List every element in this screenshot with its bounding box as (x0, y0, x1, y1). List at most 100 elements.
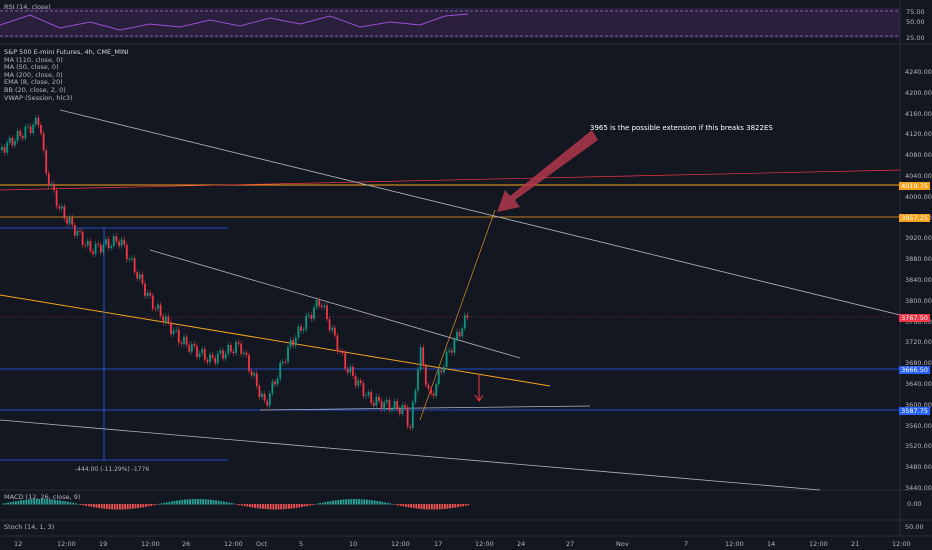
macd-bar (103, 504, 106, 509)
candle-body (154, 308, 157, 310)
price-axis-label: 4000.00 (905, 192, 932, 201)
candle-body (458, 331, 461, 337)
candle-body (336, 335, 339, 352)
macd-bar (428, 504, 431, 510)
macd-bar (353, 499, 355, 505)
candle-body (58, 206, 61, 209)
time-axis-label: 12:00 (391, 540, 410, 548)
candle-body (456, 331, 458, 340)
macd-bar (67, 501, 69, 505)
trend-line (0, 294, 551, 387)
macd-bar (28, 499, 30, 505)
macd-bar (446, 504, 449, 509)
macd-bar (223, 501, 225, 505)
macd-bar (384, 502, 386, 505)
candle-body (323, 305, 326, 308)
macd-bar (145, 504, 147, 507)
price-axis-label: 4240.00 (905, 68, 932, 76)
macd-bar (116, 504, 119, 510)
candle-body (94, 243, 97, 255)
legend-title: S&P 500 E-mini Futures, 4h, CME_MINI (4, 48, 129, 56)
time-axis-label: 17 (434, 540, 443, 548)
candle-body (362, 383, 365, 397)
macd-bar (238, 504, 241, 506)
candle-body (463, 315, 466, 329)
time-axis-label: 27 (566, 540, 575, 548)
macd-bar (392, 503, 394, 505)
candle-body (344, 353, 347, 369)
candle-body (149, 292, 152, 296)
candle-body (76, 231, 79, 236)
macd-bar (402, 504, 405, 507)
macd-bar (194, 499, 197, 505)
macd-bar (340, 499, 342, 505)
candle-body (320, 305, 323, 308)
macd-bar (277, 504, 280, 510)
time-axis-label: 10 (349, 540, 358, 548)
candle-body (177, 329, 180, 343)
candle-body (248, 355, 250, 371)
macd-bar (397, 504, 399, 506)
macd-bar (199, 499, 202, 505)
price-axis-label: 3800.00 (905, 296, 932, 305)
rsi-label: RSI (14, close) (4, 3, 51, 11)
macd-bar (371, 500, 373, 505)
macd-bar (415, 504, 418, 509)
time-axis-label: 12:00 (57, 540, 76, 548)
macd-bar (46, 499, 48, 505)
candle-body (84, 245, 87, 246)
macd-bar (314, 504, 316, 505)
macd-bar (399, 504, 402, 506)
candle-body (427, 384, 430, 389)
legend-item: VWAP (Session, hlc3) (4, 93, 73, 102)
macd-bar (433, 504, 436, 510)
candle-body (375, 396, 378, 406)
macd-bar (373, 500, 376, 505)
candle-body (45, 150, 48, 174)
macd-bar (15, 501, 17, 505)
candle-body (435, 384, 438, 396)
stoch-label: Stoch (14, 1, 3) (4, 523, 55, 531)
candle-body (110, 246, 113, 248)
macd-bar (295, 504, 298, 508)
macd-bar (22, 500, 25, 505)
candle-body (8, 137, 11, 143)
macd-bar (301, 504, 303, 508)
annotation-arrow (497, 130, 598, 212)
macd-bar (233, 503, 236, 505)
macd-bar (316, 503, 319, 505)
candle-body (11, 137, 14, 146)
macd-bar (464, 504, 467, 506)
candle-body (326, 305, 328, 320)
macd-bar (41, 499, 43, 505)
macd-bar (298, 504, 301, 508)
candle-body (437, 370, 440, 385)
candle-body (450, 350, 453, 353)
price-axis-label: 4120.00 (905, 130, 932, 139)
candle-body (29, 126, 32, 133)
candle-body (159, 304, 162, 316)
time-axis-label: 12:00 (141, 540, 160, 548)
macd-label: MACD (12, 26, close, 9) (4, 493, 81, 501)
candle-body (37, 117, 40, 126)
candle-body (214, 357, 217, 364)
macd-bar (173, 500, 176, 505)
candle-body (27, 126, 29, 128)
candle-body (237, 342, 240, 344)
macd-bar (72, 502, 74, 505)
trend-line (259, 405, 591, 411)
price-axis-label: 4080.00 (905, 151, 932, 160)
candle-body (313, 307, 315, 319)
time-axis-label: 24 (517, 540, 526, 548)
trend-line (0, 169, 901, 191)
candle-body (424, 365, 427, 385)
candle-body (118, 241, 120, 247)
macd-bar (137, 504, 139, 509)
macd-bar (77, 503, 80, 505)
candle-body (136, 272, 139, 279)
candle-body (128, 259, 131, 261)
macd-bar (61, 500, 64, 505)
candle-body (112, 236, 115, 247)
macd-bar (462, 504, 464, 507)
